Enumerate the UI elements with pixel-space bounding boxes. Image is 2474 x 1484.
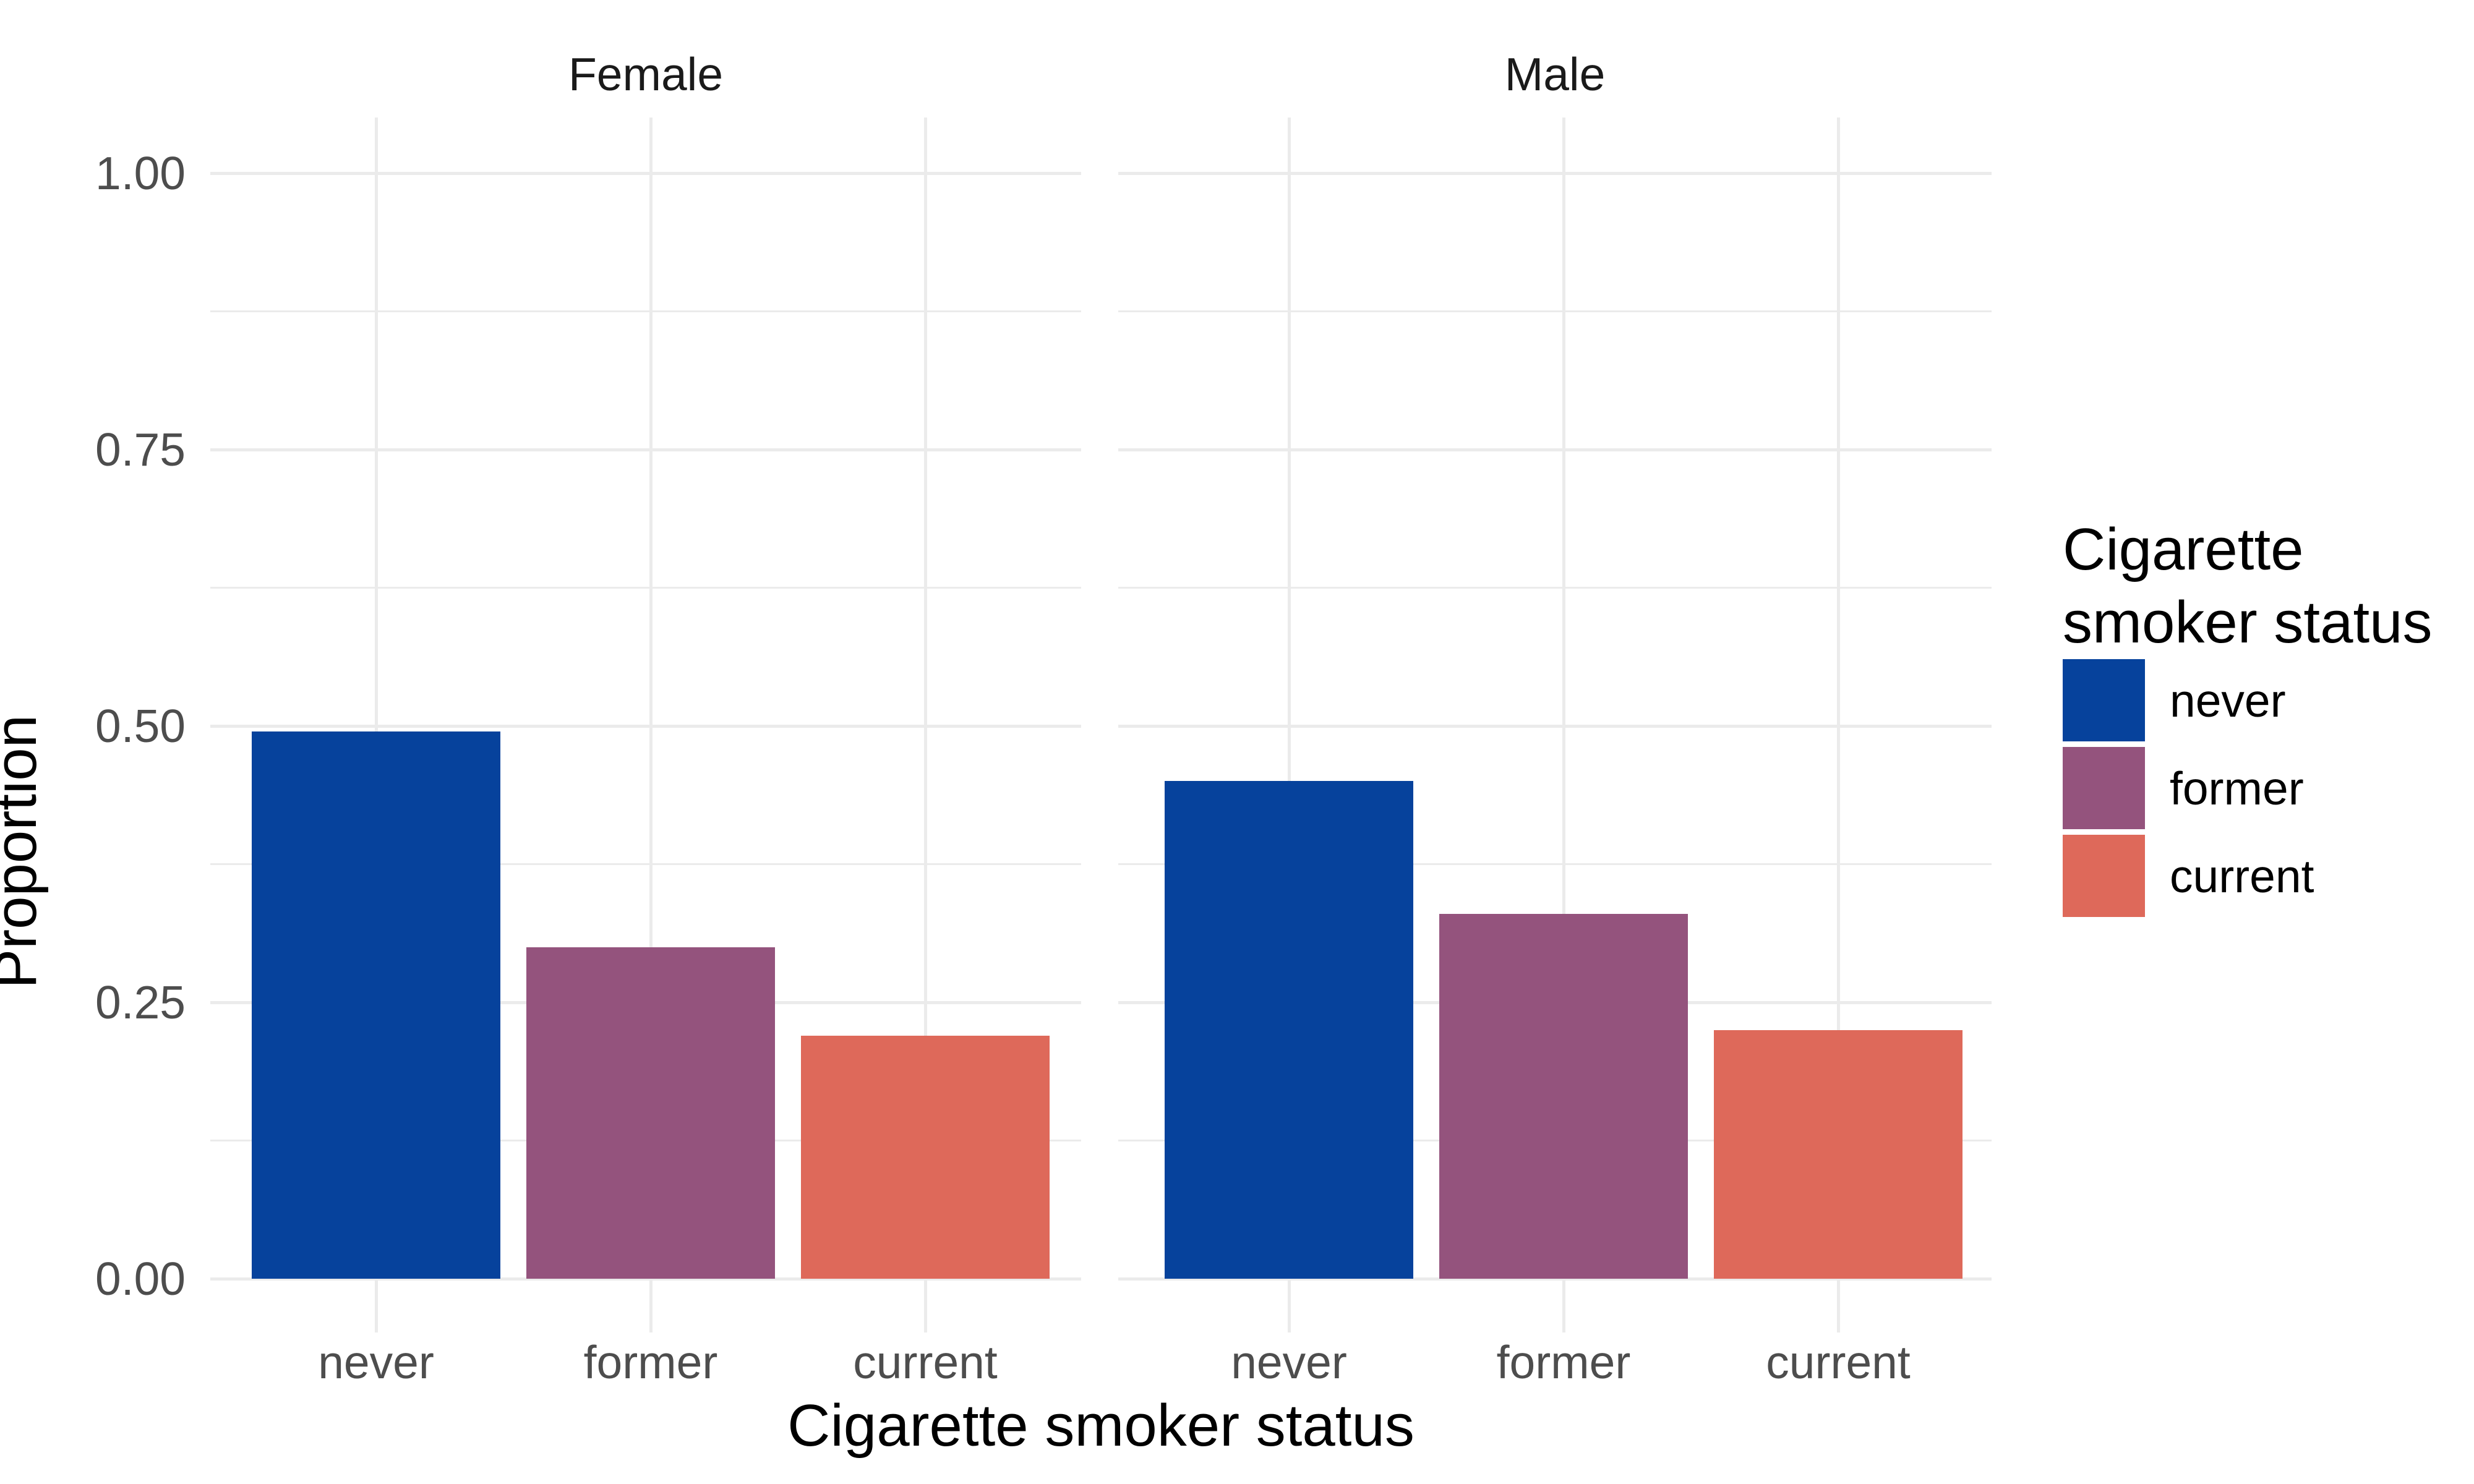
gridline-major-0.00 [1118,1277,1992,1281]
bar-male-former [1439,914,1688,1279]
gridline-minor-0.625 [1118,587,1992,589]
legend-label-former: former [2170,762,2304,814]
x-tick-female-former: former [583,1336,718,1388]
y-tick-0.50: 0.50 [95,700,186,752]
legend-swatch-never [2063,659,2145,741]
bar-female-current [801,1036,1050,1279]
gridline-major-1.00 [210,172,1081,175]
bar-female-never [252,731,500,1279]
gridline-major-0.75 [210,448,1081,451]
x-tick-female-never: never [318,1336,434,1388]
gridline-minor-0.625 [210,587,1081,589]
legend-keys: never former current [2063,659,2471,917]
legend-entry-former: former [2063,747,2471,829]
panel-female [210,117,1081,1333]
y-tick-0.00: 0.00 [95,1253,186,1305]
gridline-major-0.50 [1118,725,1992,728]
x-tick-male-former: former [1496,1336,1631,1388]
panel-male [1118,117,1992,1333]
gridline-x-former [1562,117,1565,1333]
facet-label-female: Female [568,48,724,100]
x-axis-title: Cigarette smoker status [787,1392,1415,1459]
gridline-minor-0.875 [1118,310,1992,312]
legend-swatch-current [2063,835,2145,917]
legend-label-current: current [2170,850,2314,902]
legend-entry-never: never [2063,659,2471,741]
bar-male-never [1165,781,1413,1279]
bar-female-former [526,947,775,1279]
gridline-minor-0.375 [210,863,1081,865]
gridline-major-1.00 [1118,172,1992,175]
x-tick-male-never: never [1231,1336,1347,1388]
legend-swatch-former [2063,747,2145,829]
legend: Cigarette smoker status never former cur… [2063,513,2471,923]
gridline-major-0.50 [210,725,1081,728]
gridline-x-current [924,117,927,1333]
legend-title: Cigarette smoker status [2063,513,2471,659]
facet-label-male: Male [1504,48,1606,100]
y-tick-0.25: 0.25 [95,976,186,1028]
gridline-x-never [375,117,378,1333]
legend-label-never: never [2170,674,2286,727]
legend-title-line-2: smoker status [2063,589,2433,655]
gridline-x-current [1837,117,1840,1333]
gridline-major-0.00 [210,1277,1081,1281]
x-tick-female-current: current [853,1336,998,1388]
gridline-minor-0.875 [210,310,1081,312]
legend-entry-current: current [2063,835,2471,917]
legend-title-line-1: Cigarette [2063,516,2304,582]
y-axis-title-text: Proportion [0,714,49,989]
y-tick-1.00: 1.00 [95,147,186,199]
y-tick-0.75: 0.75 [95,424,186,475]
x-tick-male-current: current [1766,1336,1911,1388]
gridline-major-0.75 [1118,448,1992,451]
bar-male-current [1714,1030,1963,1279]
gridline-x-former [649,117,653,1333]
gridline-x-never [1288,117,1291,1333]
gridline-minor-0.375 [1118,863,1992,865]
